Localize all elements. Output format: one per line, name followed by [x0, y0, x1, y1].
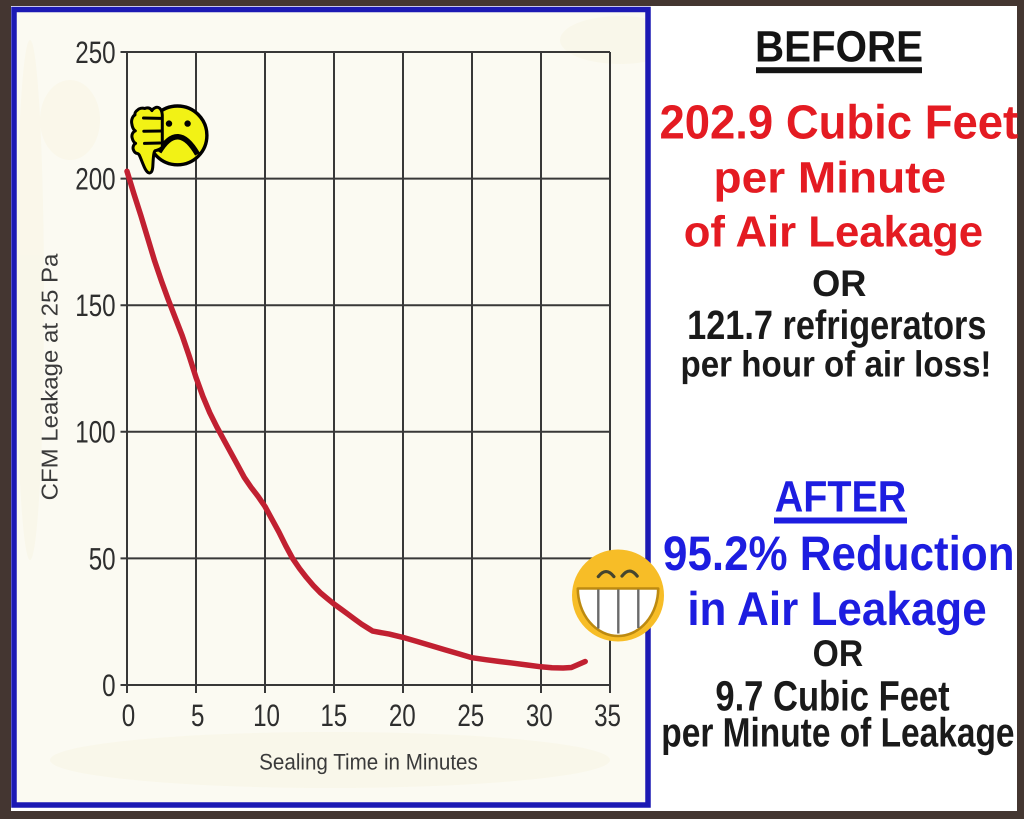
- svg-text:10: 10: [253, 698, 280, 733]
- svg-text:35: 35: [594, 698, 621, 733]
- svg-text:95.2% Reduction: 95.2% Reduction: [663, 527, 1015, 581]
- svg-text:AFTER: AFTER: [775, 473, 907, 522]
- svg-text:0: 0: [102, 668, 115, 703]
- svg-text:per Minute of Leakage: per Minute of Leakage: [661, 709, 1014, 755]
- svg-text:5: 5: [191, 698, 204, 733]
- svg-text:202.9 Cubic Feet: 202.9 Cubic Feet: [659, 97, 1018, 150]
- svg-text:150: 150: [75, 288, 115, 323]
- svg-text:50: 50: [89, 541, 116, 576]
- svg-text:9.7 Cubic Feet: 9.7 Cubic Feet: [715, 674, 949, 721]
- svg-text:30: 30: [526, 698, 553, 733]
- svg-text:per hour of air loss!: per hour of air loss!: [681, 343, 992, 384]
- svg-text:0: 0: [122, 698, 135, 733]
- svg-text:OR: OR: [813, 632, 864, 674]
- svg-text:BEFORE: BEFORE: [755, 23, 923, 72]
- svg-text:in Air Leakage: in Air Leakage: [687, 583, 986, 636]
- svg-text:15: 15: [320, 698, 347, 733]
- svg-text:100: 100: [75, 415, 115, 450]
- svg-text:OR: OR: [812, 263, 866, 304]
- svg-text:121.7 refrigerators: 121.7 refrigerators: [687, 302, 986, 348]
- svg-text:per Minute: per Minute: [714, 154, 947, 203]
- svg-text:of Air Leakage: of Air Leakage: [684, 208, 983, 257]
- svg-text:20: 20: [389, 698, 416, 733]
- svg-text:200: 200: [75, 162, 115, 197]
- svg-text:25: 25: [457, 698, 484, 733]
- svg-text:CFM Leakage at 25 Pa: CFM Leakage at 25 Pa: [37, 253, 63, 500]
- svg-text:Sealing Time in Minutes: Sealing Time in Minutes: [259, 750, 478, 775]
- svg-text:250: 250: [75, 35, 115, 70]
